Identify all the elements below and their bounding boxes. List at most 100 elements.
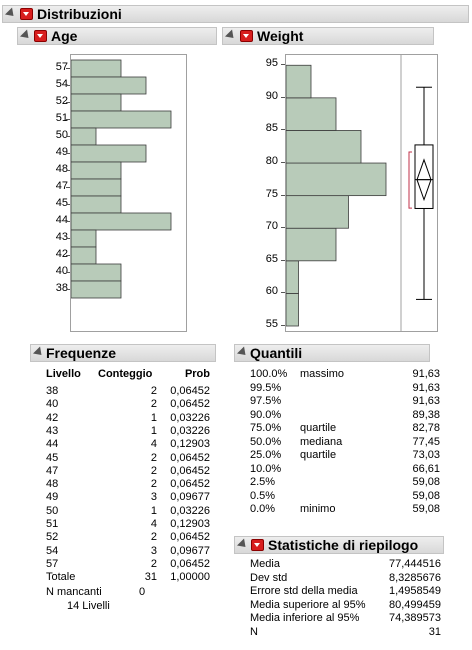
prob-cell: 0,06452 xyxy=(170,464,210,477)
weight-bar xyxy=(286,260,299,294)
age-tick-mark xyxy=(66,101,70,103)
collapse-triangle-icon[interactable] xyxy=(32,346,46,359)
quantile-value: 59,08 xyxy=(412,489,440,502)
conteggio-cell: 3 xyxy=(150,491,157,504)
quantile-value: 91,63 xyxy=(412,381,440,394)
age-tick-label: 40 xyxy=(55,264,68,277)
red-triangle-menu-icon[interactable] xyxy=(20,8,33,20)
weight-histogram xyxy=(285,54,438,332)
collapse-triangle-icon[interactable] xyxy=(236,538,250,551)
quantile-row: 10.0% 66,61 xyxy=(250,463,440,476)
collapse-triangle-icon[interactable] xyxy=(4,7,18,20)
statistic-value: 77,444516 xyxy=(389,558,441,570)
age-tick-mark xyxy=(66,84,70,86)
conteggio-cell: 2 xyxy=(150,451,157,464)
red-triangle-menu-icon[interactable] xyxy=(34,30,47,42)
weight-tick-mark xyxy=(281,259,285,261)
weight-tick-label: 90 xyxy=(265,89,278,102)
livello-cell: 50 xyxy=(46,504,59,517)
total-prob: 1,00000 xyxy=(170,571,210,584)
age-bar xyxy=(71,110,172,129)
report-title: Distribuzioni xyxy=(37,6,122,22)
missing-count: 0 xyxy=(139,586,146,599)
livello-cell: 40 xyxy=(46,398,59,411)
weight-tick-label: 95 xyxy=(265,57,278,70)
age-tick-label: 49 xyxy=(55,145,68,158)
table-row: 51 4 0,12903 xyxy=(46,518,214,531)
quantile-value: 77,45 xyxy=(412,435,440,448)
prob-cell: 0,06452 xyxy=(170,451,210,464)
table-row: 40 2 0,06452 xyxy=(46,398,214,411)
levels-row: 14 Livelli xyxy=(46,600,214,613)
statistiche-title: Statistiche di riepilogo xyxy=(268,537,419,553)
statistic-value: 80,499459 xyxy=(389,598,441,611)
age-tick-label: 43 xyxy=(55,230,68,243)
quantile-percent: 0.5% xyxy=(250,489,276,502)
statistic-label: Errore std della media xyxy=(250,585,358,597)
quantile-value: 66,61 xyxy=(412,462,440,475)
table-row: 42 1 0,03226 xyxy=(46,412,214,425)
quantile-percent: 10.0% xyxy=(250,462,282,475)
table-row: 57 2 0,06452 xyxy=(46,558,214,571)
quantile-row: 50.0% mediana 77,45 xyxy=(250,436,440,449)
quantile-value: 89,38 xyxy=(412,408,440,421)
age-tick-label: 42 xyxy=(55,247,68,260)
collapse-triangle-icon[interactable] xyxy=(19,29,33,42)
age-bar xyxy=(71,93,122,112)
table-row: 49 3 0,09677 xyxy=(46,491,214,504)
statistic-value: 74,389573 xyxy=(389,612,441,624)
livello-cell: 48 xyxy=(46,478,59,491)
weight-tick-label: 65 xyxy=(265,252,278,265)
weight-tick-label: 70 xyxy=(265,220,278,233)
prob-cell: 0,06452 xyxy=(170,385,210,397)
weight-bar xyxy=(286,162,387,197)
collapse-triangle-icon[interactable] xyxy=(224,29,238,42)
conteggio-cell: 2 xyxy=(150,385,157,397)
weight-tick-label: 60 xyxy=(265,285,278,298)
quantile-row: 2.5% 59,08 xyxy=(250,476,440,489)
weight-bar xyxy=(286,64,312,99)
age-tick-mark xyxy=(66,152,70,154)
weight-tick-label: 80 xyxy=(265,155,278,168)
livello-cell: 49 xyxy=(46,491,59,504)
quantile-row: 0.0% minimo 59,08 xyxy=(250,503,440,516)
header-conteggio: Conteggio xyxy=(98,368,153,380)
age-bar xyxy=(71,195,122,214)
weight-tick-mark xyxy=(281,96,285,98)
quantile-percent: 97.5% xyxy=(250,395,282,407)
quantile-percent: 0.0% xyxy=(250,503,276,515)
quantile-label: quartile xyxy=(300,449,337,461)
table-row: 54 3 0,09677 xyxy=(46,545,214,558)
table-row: 44 4 0,12903 xyxy=(46,438,214,451)
age-bar xyxy=(71,229,97,248)
red-triangle-menu-icon[interactable] xyxy=(240,30,253,42)
statistic-row: Media inferiore al 95% 74,389573 xyxy=(250,612,441,625)
statistic-value: 8,3285676 xyxy=(389,571,441,584)
age-tick-label: 38 xyxy=(55,281,68,294)
livello-cell: 47 xyxy=(46,464,59,477)
statistic-row: Errore std della media 1,4958549 xyxy=(250,585,441,598)
quantile-value: 91,63 xyxy=(412,395,440,407)
red-triangle-menu-icon[interactable] xyxy=(251,539,264,551)
age-tick-mark xyxy=(66,186,70,188)
quantile-percent: 90.0% xyxy=(250,408,282,421)
mean-diamond xyxy=(416,158,432,202)
quantile-label: massimo xyxy=(300,368,345,380)
weight-tick-mark xyxy=(281,227,285,229)
quantili-title: Quantili xyxy=(250,345,303,361)
quantile-row: 100.0% massimo 91,63 xyxy=(250,368,440,381)
conteggio-cell: 3 xyxy=(150,544,157,557)
age-bar xyxy=(71,212,172,231)
weight-bar xyxy=(286,293,299,327)
age-bar xyxy=(71,127,97,146)
conteggio-cell: 4 xyxy=(150,438,157,451)
statistiche-header: Statistiche di riepilogo xyxy=(234,536,444,554)
weight-tick-mark xyxy=(281,194,285,196)
quantile-value: 73,03 xyxy=(412,449,440,461)
quantile-row: 0.5% 59,08 xyxy=(250,490,440,503)
weight-header: Weight xyxy=(222,27,434,45)
conteggio-cell: 1 xyxy=(150,411,157,424)
collapse-triangle-icon[interactable] xyxy=(236,346,250,359)
prob-cell: 0,03226 xyxy=(170,504,210,517)
age-bar xyxy=(71,76,147,95)
